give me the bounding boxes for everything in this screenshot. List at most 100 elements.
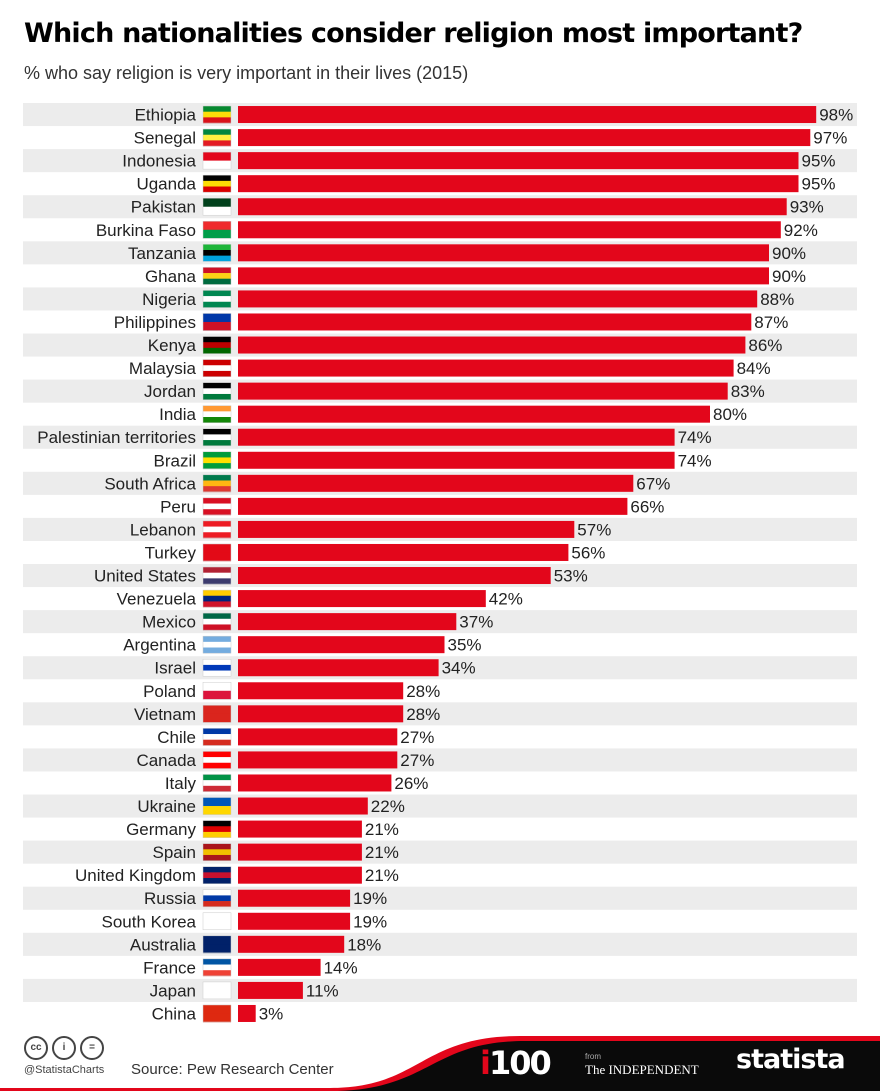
flag-icon — [203, 613, 231, 620]
data-label: 27% — [400, 751, 434, 770]
bar — [238, 751, 398, 769]
data-label: 97% — [813, 129, 847, 148]
flag-icon-border — [202, 451, 232, 470]
category-label: Australia — [130, 935, 197, 954]
bar — [238, 820, 362, 838]
flag-icon-border — [202, 474, 232, 493]
bar — [238, 590, 486, 608]
flag-icon — [203, 757, 231, 764]
flag-icon — [203, 872, 231, 879]
category-label: Germany — [126, 820, 196, 839]
data-label: 21% — [365, 820, 399, 839]
category-label: Ukraine — [137, 797, 196, 816]
flag-icon — [203, 595, 231, 602]
bar — [238, 428, 675, 446]
independent-logo: The INDEPENDENT — [585, 1062, 699, 1077]
bar — [238, 866, 362, 884]
flag-icon — [203, 463, 231, 470]
data-label: 28% — [406, 682, 440, 701]
category-label: Argentina — [123, 636, 196, 655]
flag-icon — [203, 636, 231, 643]
flag-icon — [203, 728, 231, 735]
data-label: 56% — [571, 543, 605, 562]
flag-icon — [203, 964, 231, 971]
flag-icon — [203, 889, 231, 896]
bar — [238, 613, 457, 631]
category-label: South Korea — [101, 912, 196, 931]
data-label: 53% — [554, 567, 588, 586]
flag-icon-border — [202, 336, 232, 354]
flag-icon — [203, 958, 231, 965]
flag-icon — [203, 901, 231, 908]
data-label: 74% — [678, 451, 712, 470]
flag-icon — [203, 117, 231, 124]
flag-icon — [203, 601, 231, 608]
bar — [238, 659, 439, 677]
bar — [238, 636, 445, 654]
category-label: Turkey — [145, 543, 197, 562]
flag-icon — [203, 278, 231, 285]
flag-icon-border — [202, 866, 232, 884]
flag-icon — [203, 359, 231, 366]
flag-icon-border — [202, 935, 232, 954]
flag-icon — [203, 526, 231, 533]
flag-icon — [203, 866, 231, 873]
category-label: Indonesia — [122, 152, 196, 171]
data-label: 83% — [731, 382, 765, 401]
flag-icon — [203, 806, 231, 815]
category-label: Spain — [153, 843, 196, 862]
flag-icon-border — [202, 359, 232, 377]
bar — [238, 774, 392, 792]
i100-logo-i: i — [480, 1044, 491, 1082]
flag-icon — [203, 301, 231, 308]
category-label: Poland — [143, 682, 196, 701]
data-label: 95% — [802, 152, 836, 171]
bar — [238, 705, 404, 723]
flag-icon — [203, 129, 231, 136]
category-label: Palestinian territories — [37, 428, 196, 447]
flag-icon — [203, 393, 231, 400]
flag-icon — [203, 474, 231, 481]
row-band — [23, 840, 857, 864]
bar — [238, 728, 398, 746]
data-label: 90% — [772, 267, 806, 286]
attribution-icon: i — [52, 1036, 76, 1060]
category-label: India — [159, 405, 196, 424]
data-label: 19% — [353, 889, 387, 908]
flag-icon-border — [202, 797, 232, 815]
flag-icon-border — [202, 728, 232, 746]
bar — [238, 382, 728, 400]
bar — [238, 520, 575, 538]
bar — [238, 1004, 256, 1022]
category-label: Brazil — [153, 451, 196, 470]
flag-icon — [203, 734, 231, 741]
flag-icon — [203, 590, 231, 597]
flag-icon — [203, 567, 231, 573]
flag-icon — [203, 774, 231, 781]
flag-icon — [203, 647, 231, 654]
flag-icon-border — [202, 405, 232, 423]
flag-icon — [203, 342, 231, 349]
flag-icon — [203, 670, 231, 677]
flag-icon-border — [202, 751, 232, 769]
flag-icon — [203, 336, 231, 343]
flag-icon — [203, 572, 231, 579]
flag-icon — [203, 180, 231, 187]
data-label: 66% — [630, 497, 664, 516]
flag-icon — [203, 321, 231, 331]
flag-icon — [203, 849, 231, 856]
data-label: 98% — [819, 106, 853, 125]
flag-icon-border — [202, 543, 232, 562]
flag-icon — [203, 762, 231, 769]
bar — [238, 497, 628, 515]
bar — [238, 221, 781, 239]
flag-icon — [203, 221, 231, 231]
flag-icon-border — [202, 981, 232, 1000]
data-label: 27% — [400, 728, 434, 747]
category-label: Ghana — [145, 267, 197, 286]
category-label: Chile — [157, 728, 196, 747]
category-label: Japan — [150, 981, 196, 1000]
bar — [238, 451, 675, 469]
flag-icon-border — [202, 612, 232, 631]
flag-icon — [203, 780, 231, 787]
